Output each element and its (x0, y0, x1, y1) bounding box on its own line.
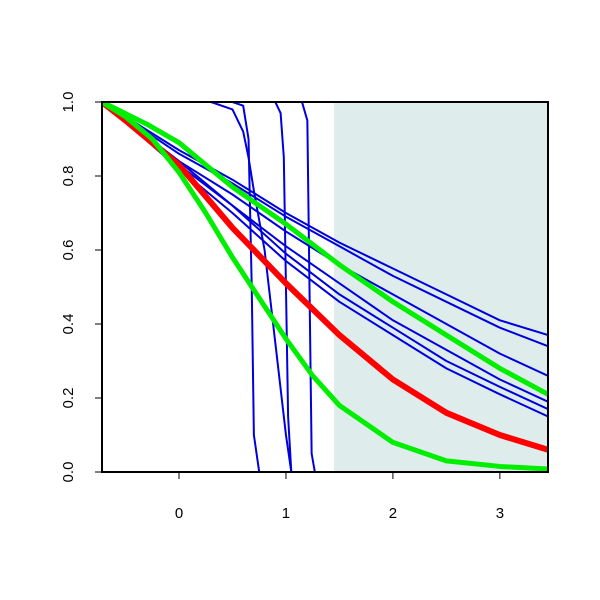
series-line-2 (102, 102, 548, 472)
x-tick-label: 3 (496, 505, 504, 522)
shaded-region (334, 102, 548, 472)
y-tick-label: 0.6 (60, 240, 77, 261)
series-line-6 (102, 102, 548, 348)
series-line-4 (102, 102, 548, 472)
axes: 0 1 2 3 0.0 0.2 0.4 0.6 0.8 1.0 (60, 92, 549, 522)
plot-area (102, 102, 548, 472)
series-line-8 (102, 102, 548, 403)
y-tick-label: 1.0 (60, 92, 77, 113)
y-tick-label: 0.2 (60, 388, 77, 409)
y-tick-label: 0.4 (60, 314, 77, 335)
x-tick-label: 0 (175, 505, 183, 522)
y-tick-label: 0.0 (60, 462, 77, 483)
x-tick-label: 2 (389, 505, 397, 522)
series-line-13 (102, 102, 548, 472)
plot-frame (101, 101, 549, 473)
series-line-11 (102, 102, 548, 397)
series-line-1 (102, 102, 548, 472)
x-tick-label: 1 (282, 505, 290, 522)
y-tick-label: 0.8 (60, 166, 77, 187)
series-line-9 (102, 102, 548, 411)
